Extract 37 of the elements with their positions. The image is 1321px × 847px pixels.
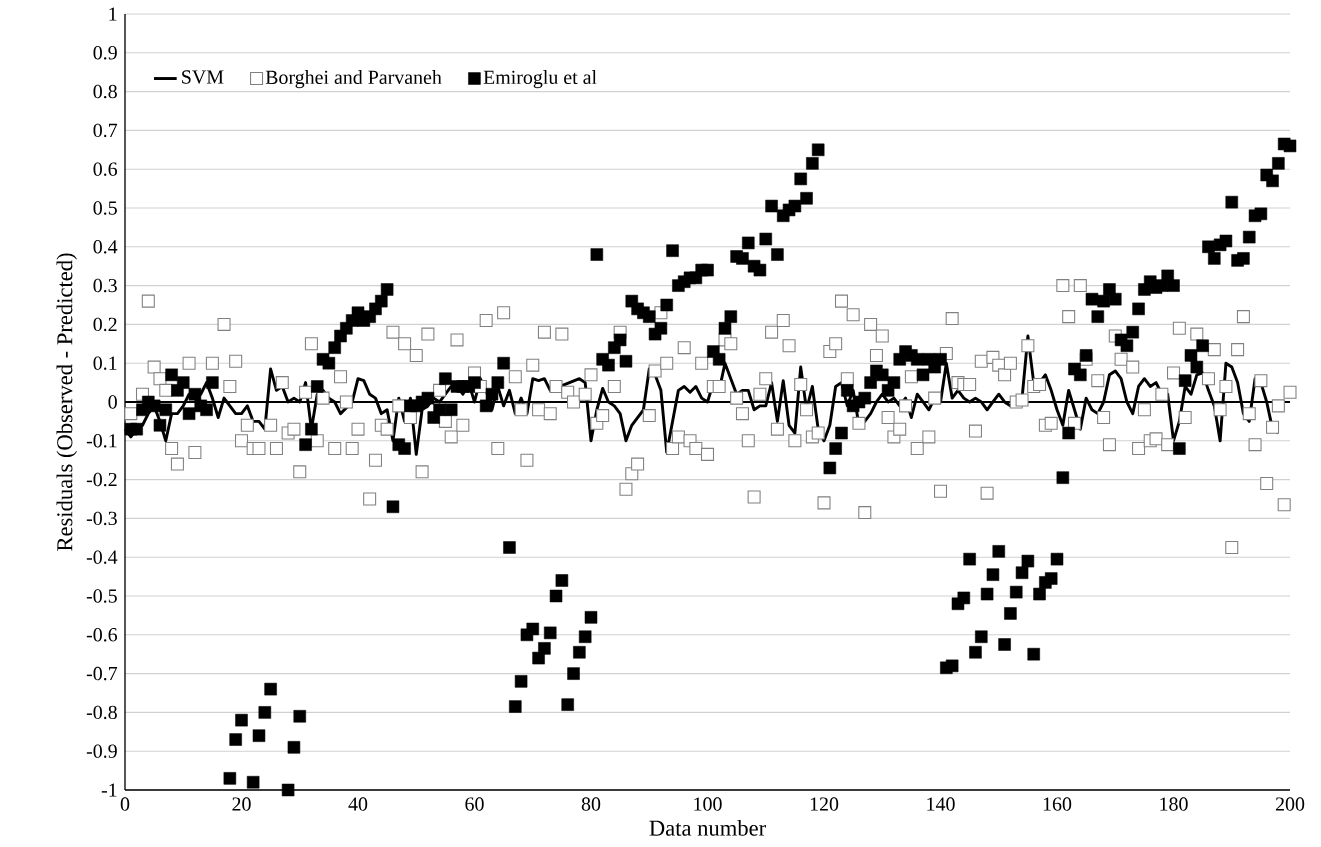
x-tick-label: 160: [1043, 797, 1072, 811]
y-tick-label: -1: [101, 783, 117, 797]
y-tick-label: 0.2: [93, 317, 117, 332]
y-tick-label: 0.5: [93, 201, 117, 215]
x-tick-label: 200: [1275, 797, 1305, 811]
y-tick-label: 0.6: [93, 162, 118, 176]
x-tick-label: 40: [348, 797, 368, 811]
legend-label: Emiroglu et al: [483, 70, 597, 89]
legend-label: SVM: [182, 70, 224, 84]
x-tick-label: 100: [694, 797, 722, 811]
y-tick-label: -0.5: [86, 589, 117, 603]
y-tick-label: 0.9: [93, 46, 117, 60]
y-tick-label: -0.6: [86, 628, 118, 642]
y-tick-label: 0.4: [93, 240, 118, 254]
y-axis-title: Residuals (Observed - Predicted): [56, 253, 77, 551]
y-tick-label: -0.4: [86, 550, 118, 564]
y-tick-label: 0.7: [93, 123, 118, 138]
y-tick-label: -0.9: [86, 744, 117, 758]
x-tick-label: 80: [581, 797, 601, 811]
y-tick-label: -0.3: [86, 511, 117, 526]
x-tick-label: 0: [120, 797, 130, 811]
y-tick-label: 0.1: [93, 356, 117, 370]
x-axis-title: Data number: [649, 819, 766, 836]
y-tick-label: -0.1: [86, 434, 117, 448]
y-tick-label: -0.7: [86, 666, 118, 681]
x-tick-label: 20: [232, 797, 251, 811]
x-tick-label: 140: [927, 797, 955, 811]
y-tick-label: 0: [108, 395, 117, 409]
y-tick-label: 0.8: [93, 84, 117, 99]
x-tick-label: 60: [465, 797, 484, 811]
y-tick-label: -0.2: [86, 472, 117, 487]
x-tick-label: 180: [1160, 797, 1188, 811]
x-tick-label: 120: [810, 797, 839, 811]
legend-label: Borghei and Parvaneh: [265, 70, 442, 89]
y-tick-label: -0.8: [86, 705, 117, 720]
y-tick-label: 0.3: [93, 278, 117, 293]
y-tick-label: 1: [109, 7, 117, 21]
